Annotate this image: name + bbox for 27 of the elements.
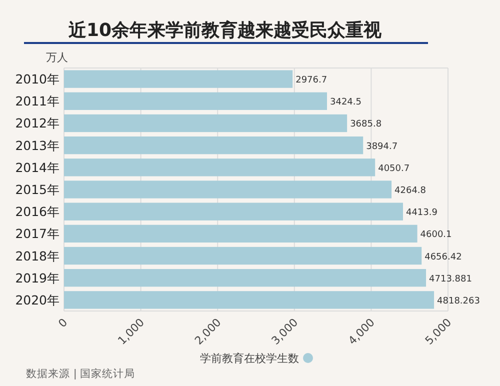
y-tick-label: 2011年 [15, 94, 60, 109]
data-label: 2976.7 [296, 76, 328, 86]
chart-title: 近10余年来学前教育越来越受民众重视 [67, 19, 382, 41]
data-label: 4600.1 [420, 230, 452, 240]
data-label: 3424.5 [330, 98, 362, 108]
y-tick-label: 2012年 [15, 116, 60, 131]
data-label: 3685.8 [350, 120, 382, 130]
y-axis-title: 万人 [46, 51, 68, 64]
y-tick-label: 2020年 [15, 292, 60, 308]
y-tick-label: 2017年 [15, 226, 60, 242]
data-label: 4413.9 [406, 208, 438, 218]
data-label: 3894.7 [366, 142, 398, 152]
data-label: 4264.8 [394, 186, 426, 196]
legend-label: 学前教育在校学生数 [200, 352, 299, 365]
y-tick-label: 2019年 [15, 270, 60, 286]
source-note: 数据来源 | 国家统计局 [26, 367, 136, 380]
y-tick-label: 2010年 [15, 72, 60, 87]
y-tick-label: 2015年 [15, 182, 60, 197]
data-label: 4656.42 [424, 252, 462, 262]
y-tick-label: 2016年 [15, 204, 60, 220]
y-tick-label: 2013年 [15, 138, 60, 153]
y-tick-label: 2014年 [15, 160, 60, 175]
x-tick-label: 0 [56, 316, 70, 330]
y-tick-label: 2018年 [15, 248, 60, 264]
data-label: 4050.7 [378, 164, 410, 174]
data-label: 4818.263 [437, 296, 480, 306]
data-label: 4713.881 [429, 274, 472, 284]
